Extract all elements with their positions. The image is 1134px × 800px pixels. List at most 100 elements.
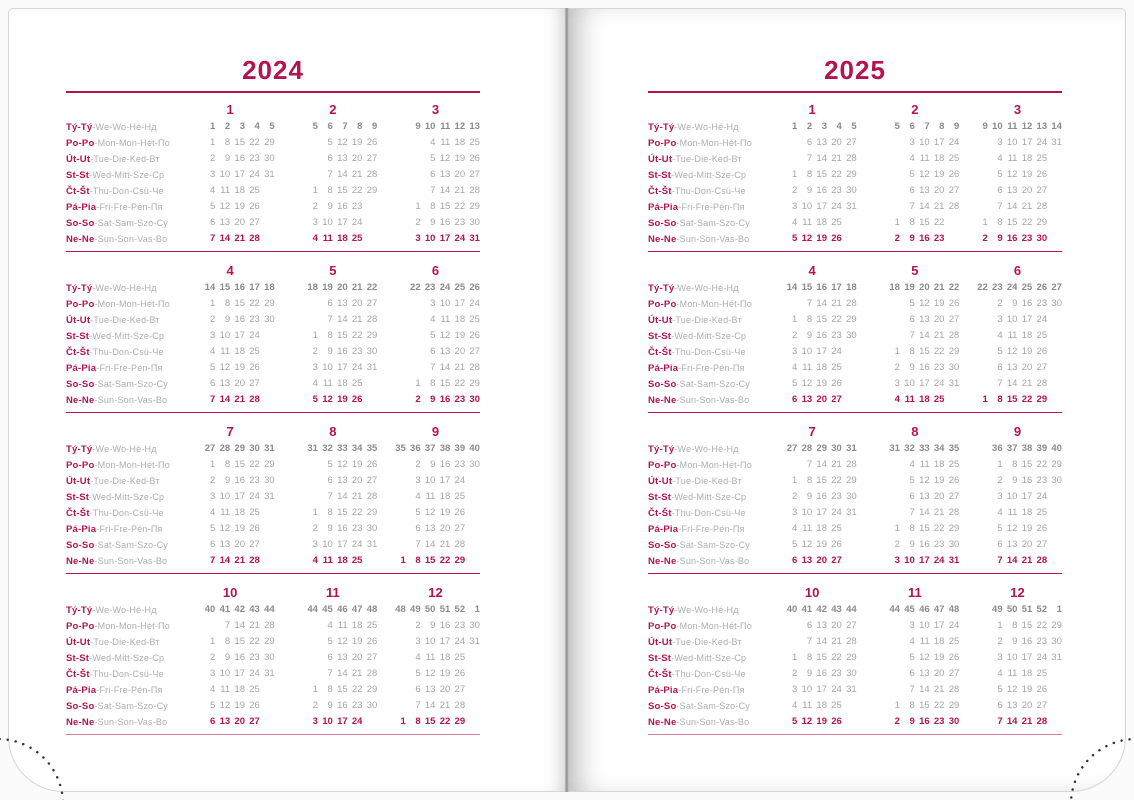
date-cell: 23 — [454, 394, 466, 405]
date-cell — [465, 714, 480, 730]
date-cell — [870, 312, 885, 328]
date-cell: 22 — [1036, 620, 1048, 631]
date-cell: 28 — [948, 201, 960, 212]
date-cell: 25 — [1036, 330, 1048, 341]
date-cell — [768, 650, 783, 666]
day-label-accent: Út-Ut — [648, 636, 673, 648]
date-cell: 3 — [909, 137, 915, 148]
date-cell — [260, 215, 275, 231]
day-row: Pá-Pia-Fri-Fre-Pén-Пя 3 10 17 24 31 7 14 21 28 7 14… — [648, 199, 1062, 215]
week-number-cell: 39 — [454, 443, 466, 454]
day-label: Po-Po-Mon-Mon-Hét-По — [648, 621, 754, 632]
date-cell: 9 — [909, 362, 915, 373]
date-cell: 7 — [997, 201, 1003, 212]
day-row: Pá-Pia-Fri-Fre-Pén-Пя 4 11 18 25 2 9 16 23 30 6 13 2… — [648, 360, 1062, 376]
date-cell — [186, 521, 201, 537]
date-cell: 26 — [1036, 346, 1048, 357]
date-cell: 7 — [327, 668, 333, 679]
day-row: Čt-Št-Thu-Don-Csü-Че 3 10 17 24 31 7 14 21 28 5 12 1… — [66, 666, 480, 682]
date-cell: 6 — [327, 652, 333, 663]
date-cell: 22 — [249, 636, 260, 647]
date-cell — [870, 682, 885, 698]
date-cell — [288, 473, 303, 489]
day-label-accent: Tý-Tý — [66, 443, 93, 455]
date-cell: 21 — [234, 394, 245, 405]
date-cell: 20 — [234, 378, 245, 389]
date-cell: 3 — [210, 491, 216, 502]
date-cell: 11 — [220, 346, 231, 357]
date-cell: 28 — [249, 394, 260, 405]
date-cell: 14 — [337, 491, 348, 502]
week-number-cell: 30 — [249, 443, 260, 454]
date-cell: 21 — [933, 201, 945, 212]
date-cell — [186, 537, 201, 553]
day-label: Tý-Tý-We-Wo-Hé-Нд — [66, 122, 172, 133]
date-cell: 15 — [234, 137, 245, 148]
date-cell: 16 — [816, 330, 827, 341]
date-cell — [870, 537, 885, 553]
date-cell: 3 — [997, 137, 1003, 148]
date-cell: 2 — [415, 217, 421, 228]
date-cell: 9 — [224, 314, 231, 325]
month-grid: 7 14 21 28 — [768, 296, 857, 312]
date-cell: 8 — [909, 346, 915, 357]
day-row: Út-Ut-Tue-Die-Ked-Вт 1 8 15 22 29 5 12 19 26 2 9 16 2… — [648, 473, 1062, 489]
date-cell: 25 — [366, 620, 378, 631]
date-cell: 21 — [1021, 201, 1033, 212]
date-cell — [870, 666, 885, 682]
date-cell: 21 — [351, 169, 363, 180]
day-row: Po-Po-Mon-Mon-Hét-По 6 13 20 27 3 10 17 24 1 8 15 22… — [648, 618, 1062, 634]
date-cell — [288, 457, 303, 473]
date-cell: 24 — [249, 330, 260, 341]
date-cell: 19 — [454, 330, 466, 341]
week-number-cell: 41 — [801, 604, 813, 615]
date-cell: 6 — [210, 716, 216, 727]
week-number-cell: 48 — [395, 604, 406, 615]
day-label-rest: -Sun-Son-Vas-Во — [676, 716, 750, 727]
date-cell: 12 — [439, 153, 451, 164]
date-cell: 24 — [351, 362, 363, 373]
quarter-block: 10 11 12 Tý-Tý-We-Wo-Hé-Нд 40 41 42 43 44 44 45 46 4… — [648, 582, 1062, 735]
date-cell — [288, 553, 303, 569]
label-spacer — [66, 440, 172, 441]
date-cell: 1 — [894, 523, 900, 534]
month-grid: 5 12 19 26 — [870, 296, 960, 312]
month-grid: 2 9 16 23 30 — [186, 312, 275, 328]
date-cell: 10 — [424, 233, 436, 244]
date-cell: 16 — [1006, 233, 1018, 244]
date-cell — [200, 618, 215, 634]
week-number-cell: 30 — [831, 443, 842, 454]
date-cell — [768, 666, 783, 682]
date-cell — [186, 183, 201, 199]
date-cell: 17 — [337, 217, 348, 228]
week-number-cell: 18 — [846, 282, 857, 293]
date-cell: 30 — [948, 539, 960, 550]
date-cell: 14 — [424, 539, 436, 550]
date-cell — [288, 505, 303, 521]
date-cell: 21 — [933, 330, 945, 341]
date-cell: 30 — [469, 620, 480, 631]
date-cell: 14 — [1006, 716, 1018, 727]
date-cell — [973, 328, 988, 344]
week-number-cell: 15 — [219, 282, 231, 293]
label-spacer — [66, 279, 172, 280]
day-label-rest: -Sun-Son-Vas-Во — [676, 233, 750, 244]
month-grid: 36 37 38 39 40 — [973, 441, 1062, 457]
month-grid: 22 23 24 25 26 — [391, 280, 480, 296]
day-label-rest: -Tue-Die-Ked-Вт — [672, 314, 742, 325]
date-cell: 25 — [249, 185, 260, 196]
date-cell: 26 — [1036, 523, 1048, 534]
month-number: 5 — [329, 263, 337, 278]
date-cell — [465, 698, 480, 714]
date-cell: 27 — [1036, 539, 1048, 550]
month-grid: 5 12 19 26 — [288, 634, 378, 650]
day-label-accent: So-So — [648, 217, 677, 229]
date-cell: 4 — [415, 491, 421, 502]
month-grid: 3 10 17 24 — [391, 473, 480, 489]
date-cell — [391, 618, 406, 634]
date-cell — [973, 457, 988, 473]
date-cell: 5 — [430, 153, 436, 164]
date-cell: 25 — [454, 491, 466, 502]
month-grid: 1 8 15 22 29 — [186, 457, 275, 473]
